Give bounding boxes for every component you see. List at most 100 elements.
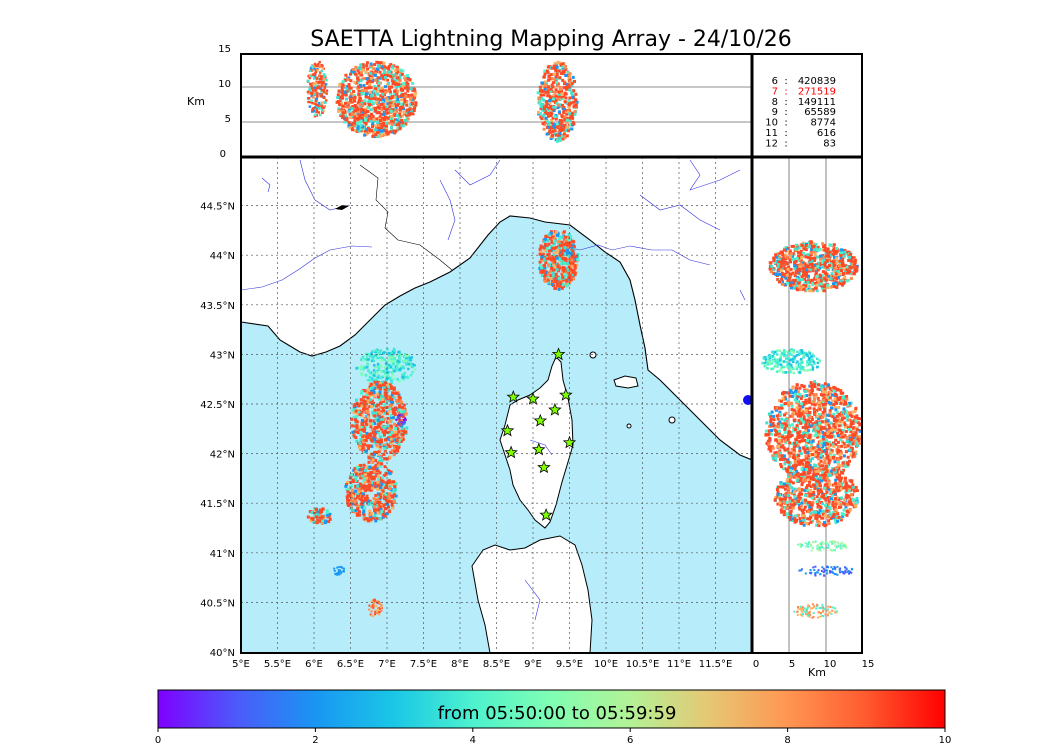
longitude-tick-label: 8.5°E <box>483 659 510 670</box>
longitude-tick-label: 6°E <box>305 659 323 670</box>
lma-station-star-icon <box>548 402 562 416</box>
colorbar-tick-label: 8 <box>784 735 790 746</box>
colorbar-ticks: 0 2 4 6 8 10 <box>155 728 952 746</box>
capraia-island <box>589 351 597 359</box>
longitude-tick-label: 5°E <box>232 659 250 670</box>
longitude-tick-label: 10.5°E <box>626 659 660 670</box>
right-xtick-15: 15 <box>862 659 875 670</box>
giglio-island <box>668 416 676 424</box>
colorbar-tick-label: 0 <box>155 735 161 746</box>
longitude-tick-label: 6.5°E <box>337 659 364 670</box>
station-count-separator: : <box>784 118 787 129</box>
station-count-stations: 8 <box>772 97 778 108</box>
lma-station-star-icon <box>562 435 577 449</box>
map-gridlines <box>241 157 752 653</box>
longitude-tick-label: 9°E <box>524 659 542 670</box>
station-count-value: 83 <box>823 138 836 149</box>
top-ylabel: Km <box>187 95 205 108</box>
latitude-tick-label: 43.5°N <box>200 301 235 312</box>
latitude-tick-label: 42°N <box>210 450 235 461</box>
edge-marker <box>743 395 752 405</box>
longitude-tick-label: 9.5°E <box>556 659 583 670</box>
map-panel: 5°E 5.5°E 6°E 6.5°E 7°E 7.5°E 8°E 8.5°E 9°E 9.5°E… <box>200 157 752 670</box>
top-ytick-0: 0 <box>220 149 226 160</box>
lma-station-star-icon <box>526 391 540 405</box>
lma-stations <box>500 347 577 521</box>
station-count-separator: : <box>784 107 787 118</box>
station-count-separator: : <box>784 128 787 139</box>
colorbar-gradient <box>157 689 946 729</box>
elba-island <box>613 375 639 389</box>
right-lightning-points <box>761 240 862 619</box>
latitude-tick-label: 44.5°N <box>200 202 235 213</box>
lma-station-star-icon <box>506 389 521 403</box>
lma-station-star-icon <box>500 423 515 437</box>
rivers <box>241 159 746 621</box>
altitude-longitude-panel: 15 10 5 0 Km <box>187 44 752 160</box>
country-border <box>359 164 453 271</box>
colorbar-label: from 05:50:00 to 05:59:59 <box>438 703 677 724</box>
montecristo-island <box>626 423 632 429</box>
latitude-tick-label: 40.5°N <box>200 598 235 609</box>
top-lightning-points <box>306 60 579 143</box>
longitude-tick-label: 7.5°E <box>410 659 437 670</box>
top-ytick-10: 10 <box>218 79 231 90</box>
latitude-tick-label: 40°N <box>210 648 235 659</box>
longitude-tick-label: 5.5°E <box>264 659 291 670</box>
latitude-altitude-panel: 0 5 10 15 Km <box>752 157 874 679</box>
sardinia-island <box>471 535 593 653</box>
station-count-stations: 9 <box>772 107 778 118</box>
top-ytick-5: 5 <box>225 114 231 125</box>
colorbar-tick-label: 6 <box>627 735 633 746</box>
longitude-tick-label: 7°E <box>378 659 396 670</box>
longitude-tick-label: 10°E <box>594 659 618 670</box>
lma-station-star-icon <box>539 508 553 521</box>
station-count-value: 616 <box>817 128 836 139</box>
station-count-stations: 11 <box>765 128 778 139</box>
lma-station-star-icon <box>551 347 566 361</box>
station-count-separator: : <box>784 76 787 87</box>
colorbar-tick-label: 4 <box>470 735 476 746</box>
station-count-stations: 10 <box>765 118 778 129</box>
latitude-tick-label: 44°N <box>210 251 235 262</box>
map-lightning-points <box>306 230 580 618</box>
longitude-tick-label: 11.5°E <box>699 659 733 670</box>
station-count-stations: 6 <box>772 76 778 87</box>
lake-icon <box>335 205 349 210</box>
colorbar: from 05:50:00 to 05:59:59 0 2 4 6 8 10 <box>155 689 952 746</box>
colorbar-tick-label: 10 <box>939 735 952 746</box>
station-count-separator: : <box>784 97 787 108</box>
corsica-island <box>499 356 574 529</box>
lma-station-star-icon <box>537 460 551 474</box>
colorbar-tick-label: 2 <box>312 735 318 746</box>
station-count-value: 65589 <box>804 107 836 118</box>
longitude-tick-label: 11°E <box>667 659 691 670</box>
station-count-stations: 7 <box>772 86 778 97</box>
latitude-tick-labels: 44.5°N 44°N 43.5°N 43°N 42.5°N 42°N 41.5°N 41°N… <box>200 202 235 659</box>
lma-station-star-icon <box>532 442 546 456</box>
station-count-stations: 12 <box>765 138 778 149</box>
station-count-value: 8774 <box>811 118 836 129</box>
right-xtick-0: 0 <box>753 659 759 670</box>
lma-station-star-icon <box>559 388 573 401</box>
right-xtick-10: 10 <box>824 659 837 670</box>
station-count-value: 271519 <box>798 86 836 97</box>
figure-title: SAETTA Lightning Mapping Array - 24/10/2… <box>310 27 791 52</box>
latitude-tick-label: 41°N <box>210 549 235 560</box>
longitude-tick-labels: 5°E 5.5°E 6°E 6.5°E 7°E 7.5°E 8°E 8.5°E 9°E 9.5°E… <box>232 659 732 670</box>
lma-station-star-icon <box>533 413 548 427</box>
latitude-tick-label: 43°N <box>210 350 235 361</box>
latitude-tick-label: 42.5°N <box>200 400 235 411</box>
figure-frame <box>240 53 863 654</box>
station-count-legend: 6:4208397:2715198:1491119:6558910:877411… <box>752 54 862 157</box>
longitude-tick-label: 8°E <box>451 659 469 670</box>
sea-area <box>241 216 752 653</box>
right-xlabel: Km <box>808 666 826 679</box>
top-ytick-15: 15 <box>218 44 231 55</box>
lma-station-star-icon <box>504 445 518 459</box>
coastline <box>241 215 752 461</box>
latitude-tick-label: 41.5°N <box>200 499 235 510</box>
station-count-separator: : <box>784 86 787 97</box>
station-count-value: 149111 <box>798 97 836 108</box>
